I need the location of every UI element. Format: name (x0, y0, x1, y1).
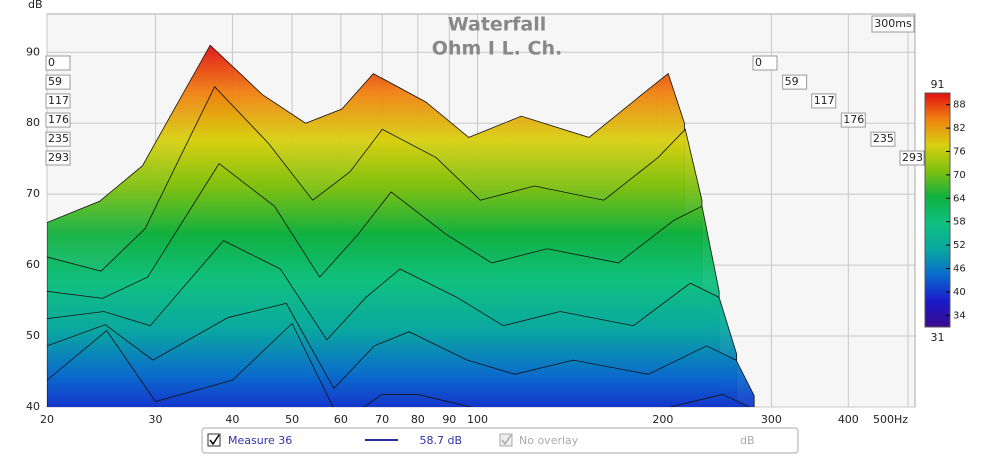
time-label: 59 (48, 75, 62, 88)
x-tick-label: 500Hz (873, 413, 908, 426)
y-tick-label: 70 (26, 187, 40, 200)
colorbar-tick-label: 46 (953, 264, 966, 275)
x-tick-label: 30 (148, 413, 162, 426)
time-label: 176 (48, 113, 69, 126)
colorbar-tick-label: 64 (953, 193, 966, 204)
x-tick-label: 70 (375, 413, 389, 426)
time-label-box (782, 74, 808, 90)
x-tick-label: 200 (652, 413, 673, 426)
x-tick-label: 300 (761, 413, 782, 426)
time-label-box (45, 74, 71, 90)
time-label: 293 (48, 151, 69, 164)
time-label: 117 (814, 94, 835, 107)
time-label-box (752, 55, 778, 71)
x-tick-label: 100 (467, 413, 488, 426)
time-label-box (45, 55, 71, 71)
time-label-box (899, 150, 925, 166)
colorbar-tick-label: 52 (953, 240, 966, 251)
colorbar-tick-label: 34 (953, 310, 966, 321)
y-tick-label: 80 (26, 116, 40, 129)
chart-title: Waterfall (448, 14, 547, 36)
colorbar-min: 31 (931, 331, 945, 344)
time-label: 293 (902, 151, 923, 164)
legend-value: 58.7 dB (419, 434, 462, 447)
colorbar-tick-label: 40 (953, 287, 966, 298)
slice-surface (47, 322, 751, 407)
time-label-box (45, 131, 71, 147)
time-label: 235 (48, 132, 69, 145)
checkmark (209, 434, 220, 446)
y-tick-label: 40 (26, 400, 40, 413)
legend-name: Measure 36 (228, 434, 292, 447)
time-label: 0 (755, 56, 762, 69)
checkmark (501, 434, 512, 446)
time-label: 117 (48, 94, 69, 107)
colorbar (924, 92, 951, 328)
x-tick-label: 80 (411, 413, 425, 426)
x-tick-label: 60 (334, 413, 348, 426)
overlay-label: No overlay (519, 434, 579, 447)
x-tick-label: 400 (838, 413, 859, 426)
colorbar-tick-label: 58 (953, 217, 966, 228)
y-axis-label: dB (28, 0, 43, 11)
x-tick-label: 90 (442, 413, 456, 426)
y-tick-label: 90 (26, 45, 40, 58)
colorbar-tick-label: 88 (953, 100, 966, 111)
time-label: 235 (873, 132, 894, 145)
time-label-box (45, 150, 71, 166)
y-tick-label: 50 (26, 329, 40, 342)
time-range-box (871, 15, 915, 33)
time-label-box (45, 112, 71, 128)
time-label-box (811, 93, 837, 109)
time-label: 59 (785, 75, 799, 88)
overlay-unit: dB (740, 434, 755, 447)
x-tick-label: 50 (285, 413, 299, 426)
time-range-label: 300ms (874, 17, 912, 30)
x-tick-label: 40 (225, 413, 239, 426)
time-label-box (45, 93, 71, 109)
colorbar-max: 91 (931, 78, 945, 91)
time-label: 0 (48, 56, 55, 69)
time-label: 176 (843, 113, 864, 126)
time-label-box (840, 112, 866, 128)
colorbar-tick-label: 70 (953, 170, 966, 181)
y-tick-label: 60 (26, 258, 40, 271)
slice-surface (47, 302, 755, 407)
chart-subtitle: Ohm I L. Ch. (432, 38, 562, 60)
time-label-box (870, 131, 896, 147)
colorbar-tick-label: 82 (953, 123, 966, 134)
colorbar-tick-label: 76 (953, 147, 966, 158)
x-tick-label: 20 (40, 413, 54, 426)
